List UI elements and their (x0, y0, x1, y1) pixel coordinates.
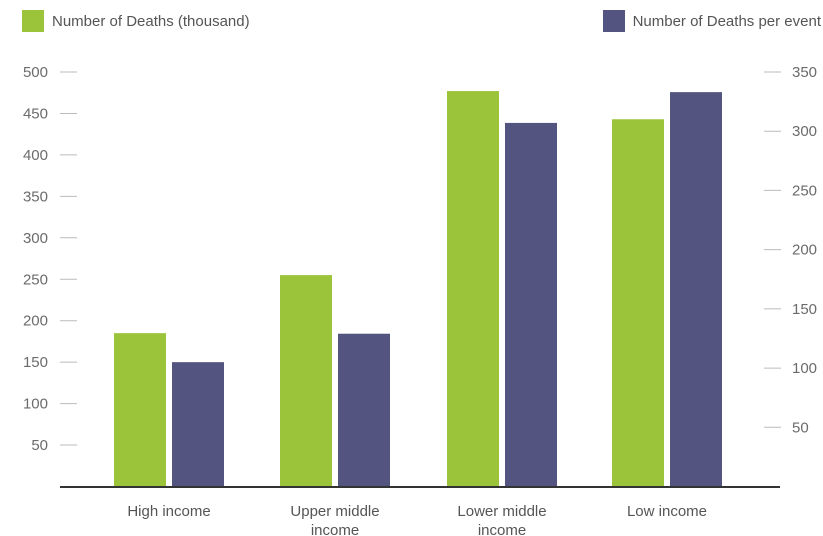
right-axis-tick-label: 300 (792, 123, 817, 140)
bar-deaths-thousand (114, 333, 166, 487)
left-axis-tick-label: 400 (23, 147, 48, 164)
bar-deaths-thousand (447, 91, 499, 487)
right-axis-tick-label: 250 (792, 182, 817, 199)
category-label: Lower middle income (457, 503, 546, 536)
right-axis-tick-label: 150 (792, 301, 817, 318)
left-axis-tick-label: 200 (23, 313, 48, 330)
left-axis-tick-label: 250 (23, 271, 48, 288)
legend-item-deaths-thousand: Number of Deaths (thousand) (22, 9, 250, 33)
legend-label-deaths-thousand: Number of Deaths (thousand) (52, 12, 250, 30)
category-label: Low income (627, 503, 707, 520)
category-label: High income (127, 503, 210, 520)
legend-swatch-deaths-per-event (602, 10, 625, 32)
bar-deaths-thousand (612, 119, 664, 488)
bar-deaths-per-event (670, 92, 722, 487)
left-axis-tick-label: 500 (23, 64, 48, 81)
left-axis-tick-label: 100 (23, 396, 48, 413)
legend-label-deaths-per-event: Number of Deaths per event (632, 12, 821, 30)
right-axis-tick-label: 350 (792, 64, 817, 81)
bar-deaths-per-event (172, 362, 224, 487)
legend-item-deaths-per-event: Number of Deaths per event (602, 9, 821, 33)
bar-deaths-thousand (280, 275, 332, 487)
left-axis-tick-label: 350 (23, 188, 48, 205)
left-axis-tick-label: 150 (23, 354, 48, 371)
category-label: Upper middle income (290, 503, 379, 536)
bar-deaths-per-event (505, 122, 557, 487)
right-axis-tick-label: 50 (792, 419, 809, 436)
bar-deaths-per-event (338, 333, 390, 487)
right-axis-tick-label: 200 (792, 242, 817, 259)
left-axis-tick-label: 450 (23, 105, 48, 122)
right-axis-tick-label: 100 (792, 360, 817, 377)
left-axis-tick-label: 50 (31, 437, 48, 454)
legend-swatch-deaths-thousand (22, 10, 44, 32)
left-axis-tick-label: 300 (23, 230, 48, 247)
